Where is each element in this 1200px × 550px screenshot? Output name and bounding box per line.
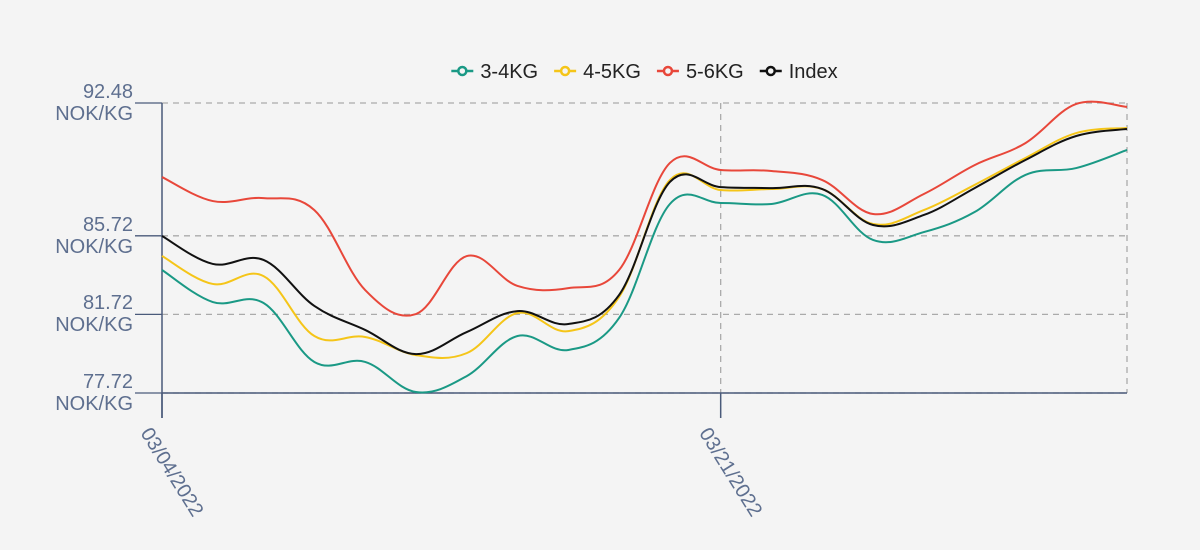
legend-item: Index [759,61,838,83]
legend-swatch [662,65,674,77]
y-tick-label: 85.72 NOK/KG [55,213,133,258]
legend-label: 4-5KG [583,61,641,83]
y-tick-label: 92.48 NOK/KG [55,81,133,125]
series-line [161,100,1128,317]
series-line [161,149,1128,394]
x-tick-label: 03/21/2022 [694,424,766,521]
legend-label: 5-6KG [686,61,744,83]
legend-label: 3-4KG [480,61,538,83]
legend-label: Index [789,61,838,83]
legend-swatch [559,65,571,77]
series-line [161,127,1128,356]
legend: 3-4KG 4-5KG 5-6KG Index [451,61,838,83]
legend-item: 5-6KG [656,61,744,83]
x-tick-label: 03/04/2022 [136,424,208,521]
legend-item: 3-4KG [451,61,538,83]
legend-swatch [457,65,468,77]
legend-swatch [765,65,776,77]
y-tick-label: 77.72 NOK/KG [55,371,133,415]
legend-item: 4-5KG [554,61,641,83]
y-tick-label: 81.72 NOK/KG [55,292,133,337]
